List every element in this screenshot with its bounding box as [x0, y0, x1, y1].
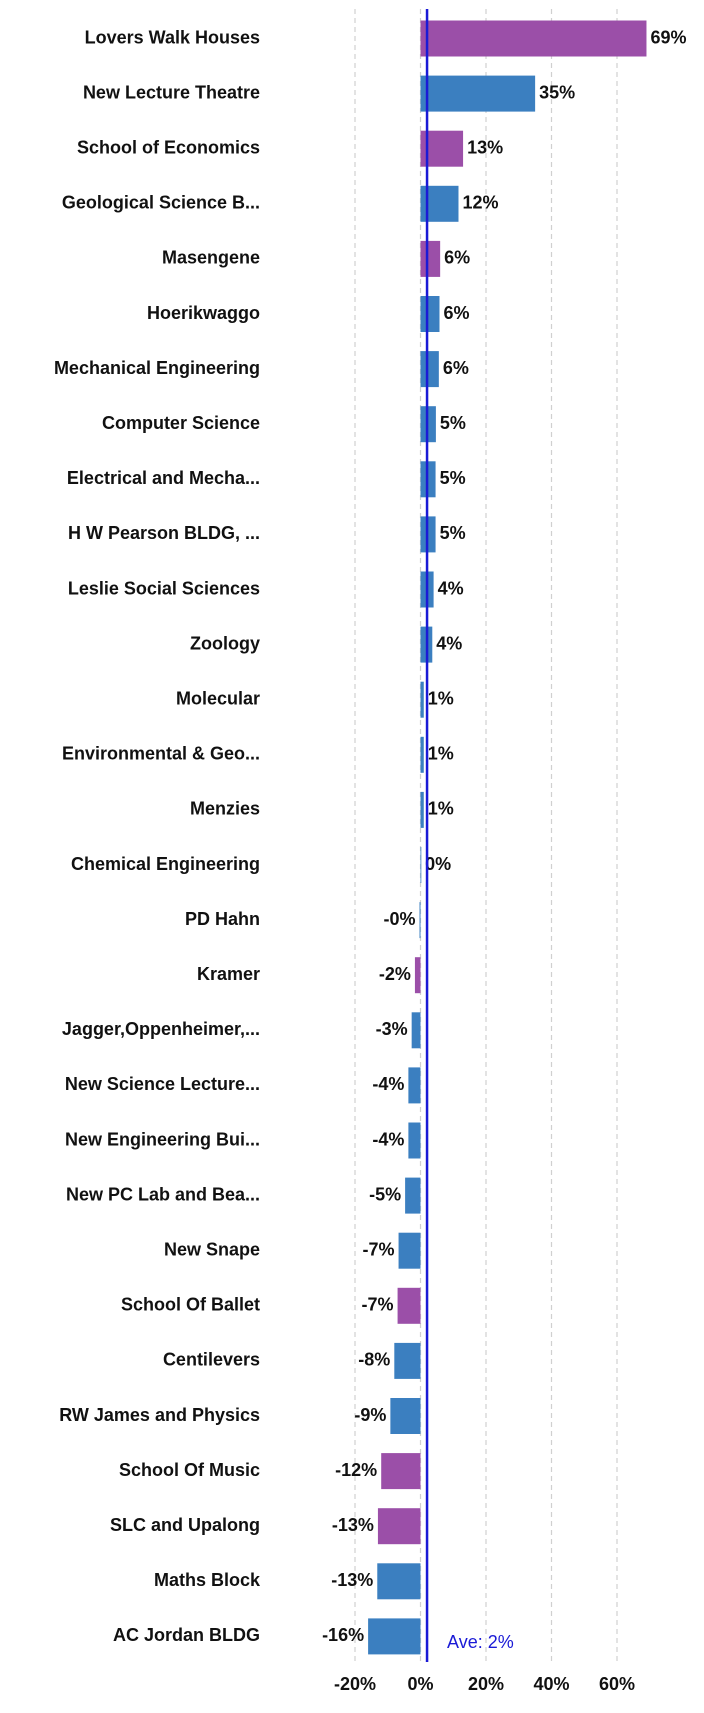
value-label: -13%	[332, 1515, 374, 1535]
bar	[420, 681, 424, 718]
x-tick-label: 0%	[407, 1674, 433, 1694]
value-label: 12%	[462, 193, 498, 213]
value-label: 69%	[650, 27, 686, 47]
bar	[368, 1618, 421, 1655]
y-tick-label: H W Pearson BLDG, ...	[68, 523, 260, 543]
bar	[420, 736, 424, 773]
y-tick-label: SLC and Upalong	[110, 1515, 260, 1535]
bar	[398, 1232, 421, 1269]
y-tick-label: Molecular	[176, 688, 260, 708]
value-label: -0%	[384, 909, 416, 929]
y-tick-label: Jagger,Oppenheimer,...	[62, 1019, 260, 1039]
y-tick-label: Hoerikwaggo	[147, 303, 260, 323]
y-tick-label: School of Economics	[77, 137, 260, 157]
y-tick-label: School Of Ballet	[121, 1295, 260, 1315]
bar	[420, 351, 439, 388]
bar	[394, 1342, 421, 1379]
bar	[420, 240, 441, 277]
value-label: 6%	[443, 303, 469, 323]
bar	[420, 75, 536, 112]
value-label: 0%	[425, 854, 451, 874]
y-tick-label: New Science Lecture...	[65, 1074, 260, 1094]
value-label: -2%	[379, 964, 411, 984]
bar	[420, 847, 422, 883]
value-label: -9%	[354, 1405, 386, 1425]
y-tick-label: Zoology	[190, 633, 260, 653]
x-tick-label: 40%	[533, 1674, 569, 1694]
y-tick-label: Environmental & Geo...	[62, 744, 260, 764]
value-label: 13%	[467, 137, 503, 157]
y-tick-label: Chemical Engineering	[71, 854, 260, 874]
bar	[420, 791, 424, 828]
bar	[377, 1508, 421, 1545]
bar	[390, 1398, 421, 1434]
bar	[414, 957, 421, 994]
value-label: 5%	[440, 523, 466, 543]
y-tick-label: Geological Science B...	[62, 193, 260, 213]
bar	[419, 902, 421, 939]
bar	[420, 296, 440, 332]
value-label: -7%	[362, 1295, 394, 1315]
y-tick-label: Masengene	[162, 248, 260, 268]
value-label: -12%	[335, 1460, 377, 1480]
bar	[381, 1453, 421, 1490]
y-tick-label: Mechanical Engineering	[54, 358, 260, 378]
bar	[420, 20, 647, 57]
y-tick-label: New PC Lab and Bea...	[66, 1184, 260, 1204]
x-tick-label: 20%	[468, 1674, 504, 1694]
x-tick-label: 60%	[599, 1674, 635, 1694]
value-label: -5%	[369, 1184, 401, 1204]
value-label: -4%	[372, 1074, 404, 1094]
y-tick-label: Maths Block	[154, 1570, 261, 1590]
value-label: -7%	[363, 1239, 395, 1259]
value-label: -16%	[322, 1625, 364, 1645]
y-tick-label: Kramer	[197, 964, 260, 984]
y-tick-label: AC Jordan BLDG	[113, 1625, 260, 1645]
y-tick-label: New Engineering Bui...	[65, 1129, 260, 1149]
value-label: 5%	[440, 468, 466, 488]
value-label: -4%	[372, 1129, 404, 1149]
average-label: Ave: 2%	[447, 1632, 514, 1652]
bar	[408, 1122, 421, 1159]
bar	[408, 1067, 421, 1104]
x-tick-label: -20%	[334, 1674, 376, 1694]
value-label: -3%	[376, 1019, 408, 1039]
value-label: 6%	[444, 248, 470, 268]
y-tick-label: Electrical and Mecha...	[67, 468, 260, 488]
y-tick-label: Menzies	[190, 799, 260, 819]
y-tick-label: New Lecture Theatre	[83, 82, 260, 102]
value-label: 5%	[440, 413, 466, 433]
value-label: 1%	[428, 688, 454, 708]
value-label: 6%	[443, 358, 469, 378]
y-tick-label: Computer Science	[102, 413, 260, 433]
y-tick-label: Centilevers	[163, 1350, 260, 1370]
value-label: -8%	[358, 1350, 390, 1370]
value-label: 1%	[428, 744, 454, 764]
y-tick-label: School Of Music	[119, 1460, 260, 1480]
value-label: 4%	[438, 578, 464, 598]
value-label: 1%	[428, 799, 454, 819]
bar	[377, 1563, 421, 1600]
y-tick-label: RW James and Physics	[59, 1405, 260, 1425]
bar	[411, 1012, 421, 1049]
value-label: 35%	[539, 82, 575, 102]
y-tick-label: Lovers Walk Houses	[85, 27, 260, 47]
bar	[397, 1287, 421, 1324]
y-tick-label: New Snape	[164, 1239, 260, 1259]
value-label: -13%	[331, 1570, 373, 1590]
value-label: 4%	[436, 633, 462, 653]
y-tick-label: PD Hahn	[185, 909, 260, 929]
y-tick-label: Leslie Social Sciences	[68, 578, 260, 598]
bar	[405, 1177, 421, 1214]
